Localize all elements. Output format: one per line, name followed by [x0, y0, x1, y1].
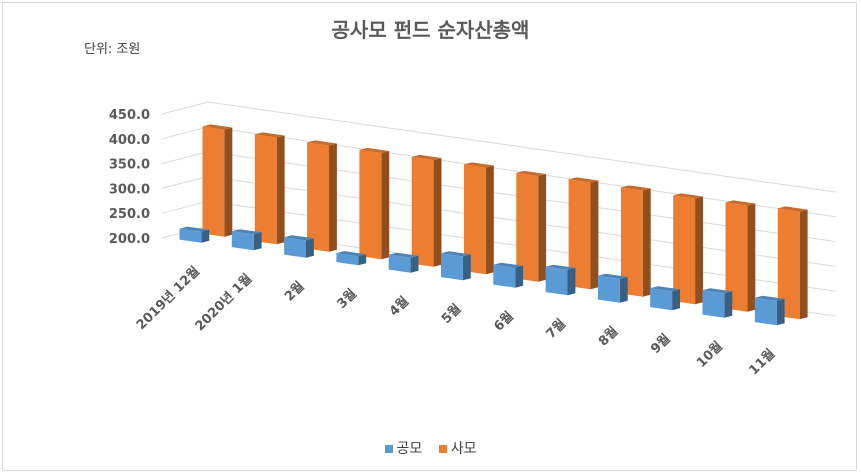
- legend-item-gongmo: 공모: [384, 438, 423, 458]
- bar-gongmo-10: [702, 288, 733, 318]
- bar-gongmo-7: [545, 264, 576, 296]
- bar-samo-11: [777, 206, 808, 320]
- chart-title: 공사모 펀드 순자산총액: [331, 18, 530, 42]
- gridline: [207, 101, 836, 193]
- bar-samo-6: [516, 170, 547, 282]
- bar-gongmo-0: [179, 226, 210, 243]
- bar-samo-8: [620, 185, 651, 297]
- gridline-side: [161, 200, 209, 214]
- legend-swatch-gongmo: [384, 445, 393, 453]
- bar-gongmo-3: [336, 251, 367, 266]
- bar-samo-7: [568, 177, 599, 290]
- y-tick-label: 200.0: [109, 232, 150, 247]
- gridline-side: [161, 101, 209, 115]
- x-tick-label: 4월: [386, 293, 412, 319]
- bar-gongmo-5: [441, 251, 471, 281]
- gridline-side: [161, 126, 209, 140]
- bar-samo-4: [411, 154, 442, 267]
- bar-samo-1: [254, 132, 285, 245]
- bar-samo-5: [464, 162, 494, 275]
- bar-samo-2: [307, 140, 337, 252]
- y-tick-label: 250.0: [109, 207, 150, 222]
- x-tick-label: 2월: [281, 278, 307, 304]
- bar-gongmo-2: [284, 235, 314, 258]
- bar-samo-10: [725, 200, 756, 312]
- x-tick-label: 6월: [491, 308, 517, 334]
- x-tick-label: 11월: [746, 346, 779, 379]
- x-tick-label: 10월: [693, 338, 726, 371]
- x-tick-label: 5월: [438, 301, 464, 327]
- y-tick-label: 400.0: [109, 133, 150, 148]
- legend-swatch-samo: [438, 445, 447, 453]
- bar-gongmo-6: [493, 262, 524, 288]
- y-tick-label: 300.0: [109, 182, 150, 197]
- x-tick-label: 7월: [543, 316, 569, 342]
- bar-gongmo-8: [597, 273, 628, 303]
- gridline-side: [161, 175, 209, 189]
- legend-label-gongmo: 공모: [396, 441, 423, 457]
- bar-gongmo-4: [388, 252, 419, 273]
- bar-samo-9: [673, 193, 703, 305]
- x-tick-label: 3월: [334, 286, 360, 312]
- bar-samo-3: [359, 147, 390, 260]
- x-tick-label: 8월: [595, 323, 621, 349]
- y-tick-label: 350.0: [109, 158, 150, 173]
- x-tick-label: 2020년 1월: [192, 271, 255, 334]
- bar-samo-0: [202, 124, 233, 237]
- legend: 공모 사모: [0, 438, 861, 458]
- x-tick-label: 9월: [648, 331, 674, 357]
- bar-gongmo-9: [650, 286, 680, 311]
- y-tick-label: 450.0: [109, 108, 150, 123]
- unit-label: 단위: 조원: [84, 42, 141, 57]
- bar-gongmo-11: [754, 295, 785, 326]
- gridline-side: [161, 151, 209, 165]
- bar-gongmo-1: [231, 229, 262, 251]
- legend-label-samo: 사모: [450, 441, 477, 457]
- legend-item-samo: 사모: [438, 438, 477, 458]
